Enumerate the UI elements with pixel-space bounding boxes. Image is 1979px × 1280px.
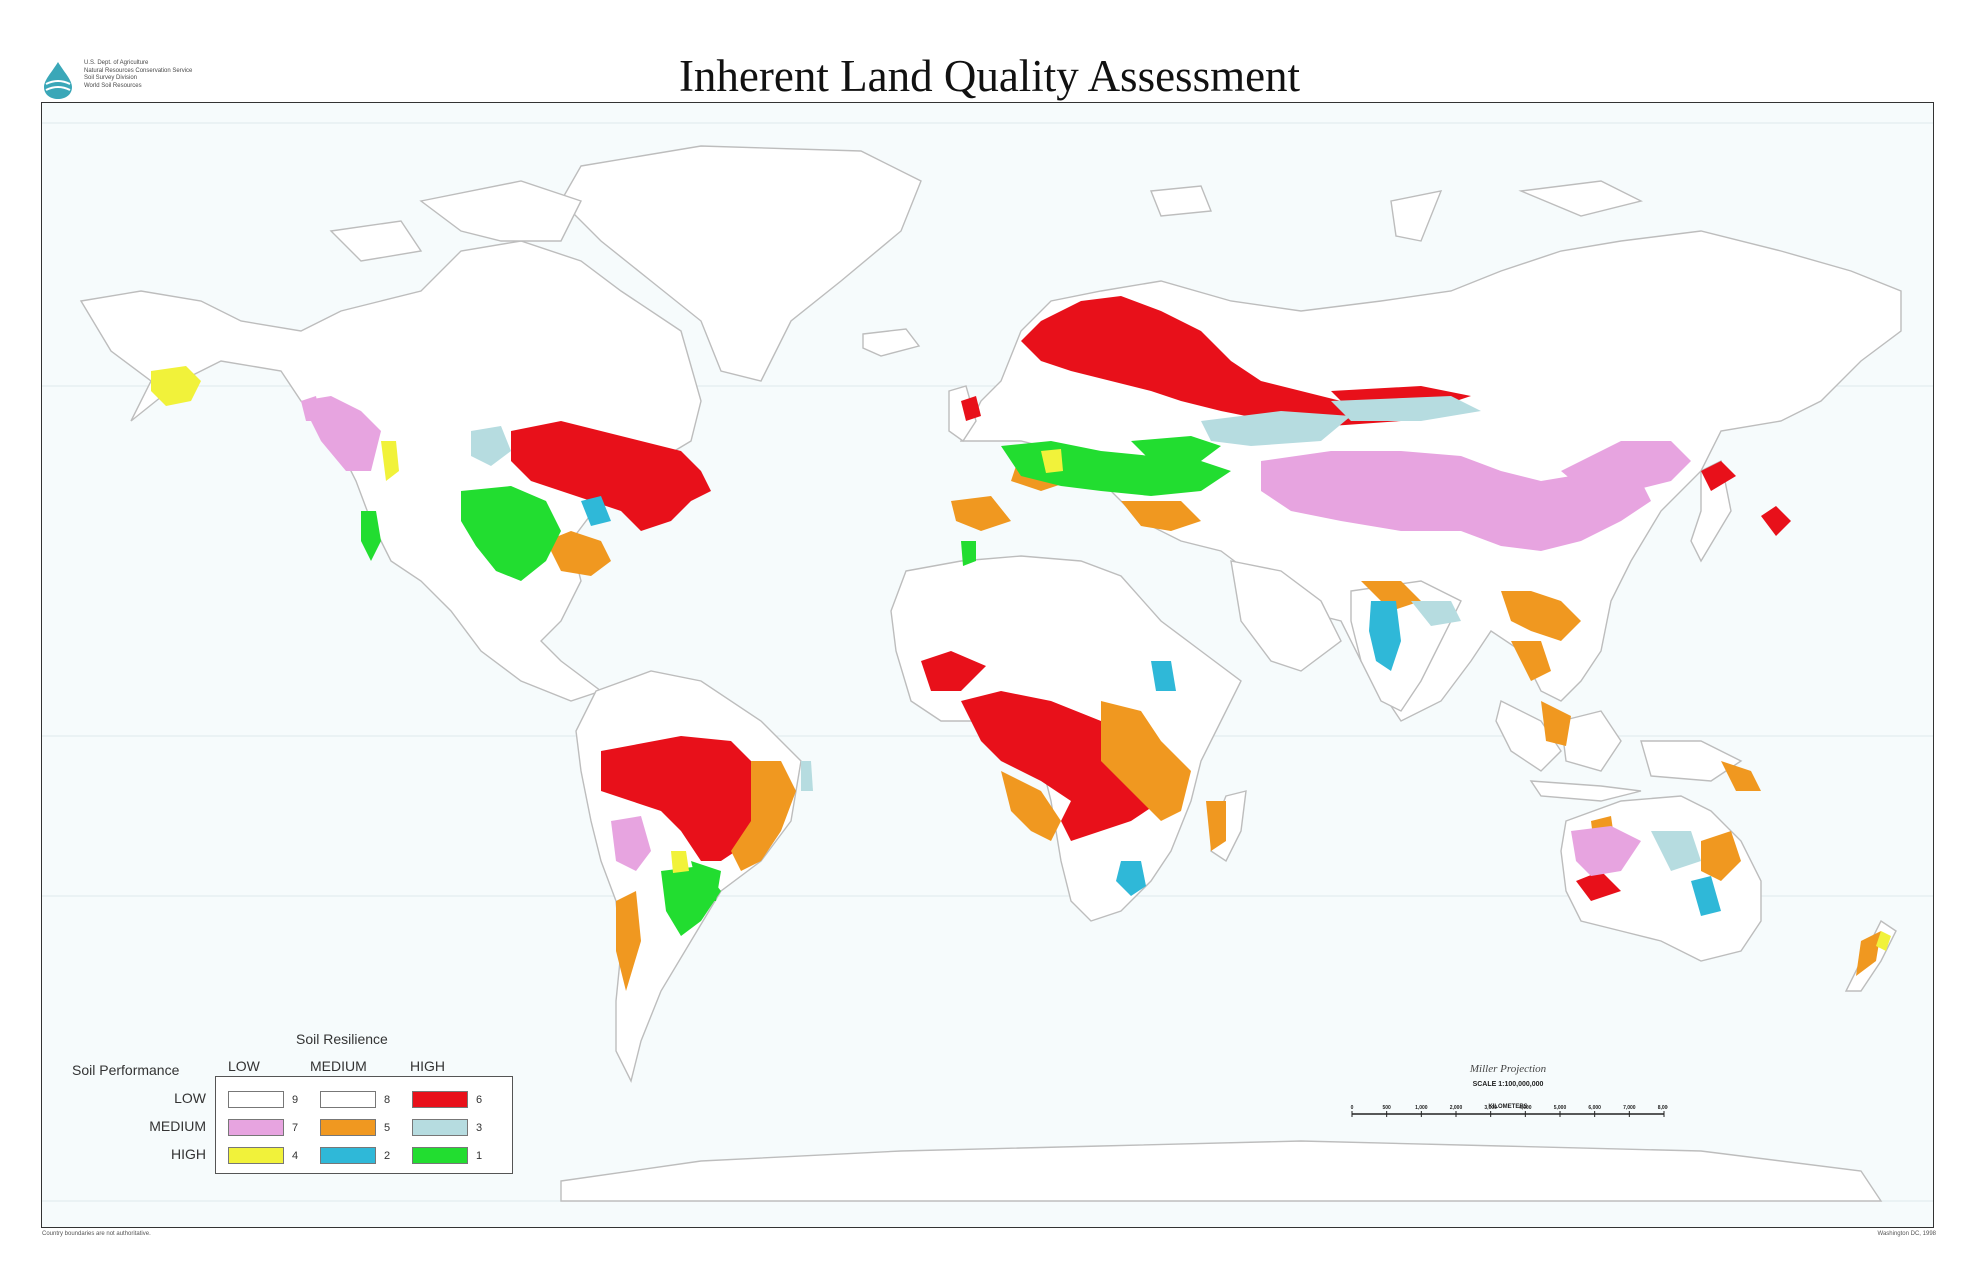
world-map-canvas (42, 122, 1933, 1202)
scale-tick-label: 2,000 (1450, 1105, 1463, 1111)
legend-column-medium: MEDIUM (310, 1058, 367, 1074)
antarctica (560, 1140, 1883, 1202)
scale-tick-label: 8,000 (1658, 1105, 1668, 1111)
legend-column-low: LOW (228, 1058, 260, 1074)
legend-swatch (228, 1091, 284, 1108)
legend-class-label: 2 (384, 1149, 391, 1162)
legend-row-low: LOW (174, 1090, 206, 1106)
legend-cell: 6 (412, 1091, 482, 1108)
water-drop-icon (44, 62, 72, 99)
legend-class-label: 7 (292, 1121, 299, 1134)
arctic-islands (419, 180, 582, 242)
legend-column-high: HIGH (410, 1058, 445, 1074)
legend-swatch (320, 1091, 376, 1108)
legend-cell: 9 (228, 1091, 298, 1108)
legend-cell: 1 (412, 1147, 482, 1164)
legend-class-label: 8 (384, 1093, 391, 1106)
legend-row-heading: Soil Performance (72, 1062, 180, 1078)
legend-class-label: 1 (476, 1149, 483, 1162)
legend-swatch (320, 1119, 376, 1136)
class-7-regions (301, 396, 1691, 876)
scale-tick-label: 1,000 (1415, 1105, 1428, 1111)
map-title: Inherent Land Quality Assessment (678, 51, 1301, 101)
agency-line: Natural Resources Conservation Service (84, 67, 193, 74)
scale-tick-label: 6,000 (1588, 1105, 1601, 1111)
scale-tick-label: 500 (1382, 1105, 1391, 1111)
iceland (862, 328, 921, 357)
class-4-regions (151, 366, 1891, 951)
legend-swatch (412, 1119, 468, 1136)
scale-tick-label: 3,000 (1484, 1105, 1497, 1111)
class-2-regions (581, 496, 1721, 916)
agency-line: Soil Survey Division (84, 75, 138, 81)
legend-cell: 2 (320, 1147, 390, 1164)
legend-swatch (412, 1091, 468, 1108)
class-3-regions (471, 396, 1701, 871)
world-map (41, 102, 1934, 1228)
scale-tick-label: 4,000 (1519, 1105, 1532, 1111)
scale-bar: 0 500 1,000 2,000 3,000 4,000 5,000 6,000 7,000 8… (1351, 1105, 1668, 1117)
class-6-regions (511, 296, 1791, 901)
agency-line: World Soil Resources (84, 82, 142, 89)
scale-ratio: SCALE 1:100,000,000 (1472, 1081, 1544, 1088)
scale-units: KILOMETERS (1488, 1104, 1528, 1110)
legend-swatch (320, 1147, 376, 1164)
legend-grid: 9 8 6 7 5 3 4 2 1 (215, 1076, 513, 1174)
legend-row-medium: MEDIUM (149, 1118, 206, 1134)
legend-cell: 7 (228, 1119, 298, 1136)
legend-class-label: 5 (384, 1121, 391, 1134)
scale-tick-label: 0 (1351, 1105, 1354, 1111)
scale-block: Miller Projection SCALE 1:100,000,000 KI… (1348, 1063, 1668, 1110)
projection-label: Miller Projection (1469, 1063, 1547, 1075)
scale-tick-label: 7,000 (1623, 1105, 1636, 1111)
legend-class-label: 9 (292, 1093, 299, 1106)
legend-swatch (228, 1119, 284, 1136)
footer-place-date: Washington DC, 1998 (1877, 1231, 1936, 1237)
legend-swatch (228, 1147, 284, 1164)
agency-name: U.S. Dept. of Agriculture Natural Resour… (84, 60, 264, 90)
legend-class-label: 4 (292, 1149, 299, 1162)
legend-class-label: 3 (476, 1121, 483, 1134)
legend-row-high: HIGH (171, 1146, 206, 1162)
footer-note: Country boundaries are not authoritative… (42, 1231, 151, 1237)
legend-title: Soil Resilience (296, 1031, 388, 1047)
greenland (560, 145, 922, 382)
agency-line: U.S. Dept. of Agriculture (84, 60, 149, 66)
legend-cell: 3 (412, 1119, 482, 1136)
legend-swatch (412, 1147, 468, 1164)
legend-class-label: 6 (476, 1093, 483, 1106)
legend-cell: 5 (320, 1119, 390, 1136)
class-5-regions (546, 451, 1881, 991)
scale-tick-label: 5,000 (1554, 1105, 1567, 1111)
legend-cell: 4 (228, 1147, 298, 1164)
legend-cell: 8 (320, 1091, 390, 1108)
agency-logo: U.S. Dept. of Agriculture Natural Resour… (36, 56, 266, 106)
